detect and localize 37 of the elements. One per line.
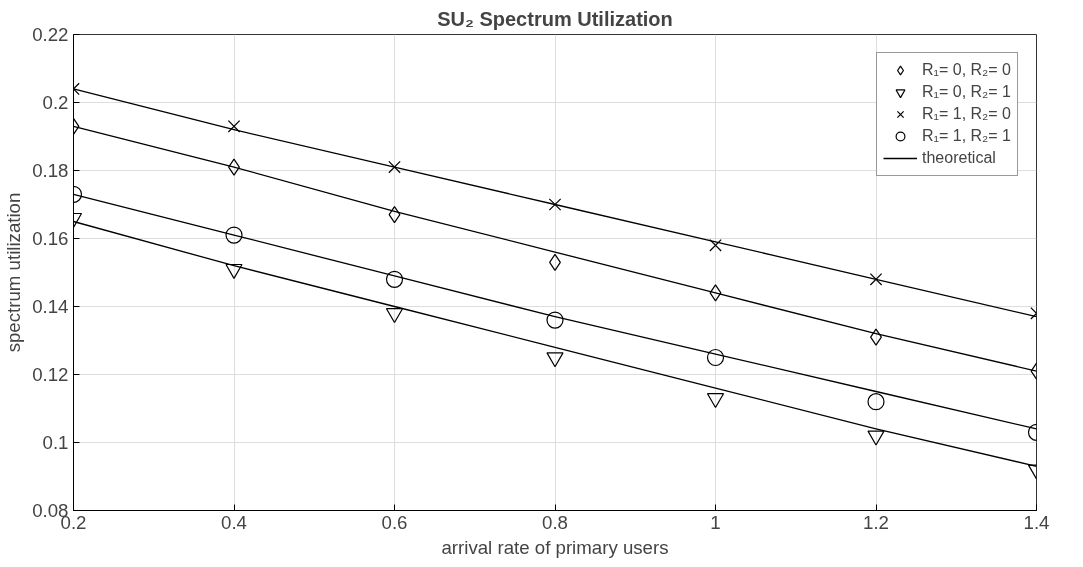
y-tick-label: 0.2 [42, 92, 69, 113]
point [388, 206, 401, 224]
legend-label: theoretical [922, 148, 996, 168]
legend-label: R₁= 0, R₂= 0 [922, 60, 1011, 80]
point [869, 273, 883, 286]
point [388, 160, 401, 174]
y-axis-title: spectrum utilization [3, 192, 25, 353]
y-tick-label: 0.22 [32, 24, 69, 45]
y-tick-label: 0.16 [32, 228, 69, 249]
chart-title: SU₂ Spectrum Utilization [437, 7, 673, 30]
x-tick-label: 1 [710, 511, 721, 533]
point [546, 352, 564, 368]
x-tick-label: 0.8 [542, 511, 568, 533]
x-tick-label: 1.2 [863, 511, 889, 533]
y-tick-label: 0.14 [32, 296, 69, 317]
point [385, 270, 404, 288]
point [548, 198, 562, 211]
x-tick-label: 1.4 [1023, 511, 1050, 533]
legend-label: R₁= 1, R₂= 0 [922, 104, 1011, 124]
legend-label: R₁= 0, R₂= 1 [922, 82, 1011, 102]
point [546, 311, 564, 329]
y-tick-label: 0.12 [32, 364, 69, 385]
x-tick-label: 0.4 [221, 511, 247, 533]
x-tick-label: 0.6 [381, 511, 408, 533]
point [709, 239, 722, 252]
point [225, 226, 243, 244]
y-tick-label: 0.18 [32, 160, 69, 181]
legend-label: R₁= 1, R₂= 1 [922, 126, 1011, 146]
point [709, 284, 722, 302]
x-axis-title: arrival rate of primary users [441, 536, 669, 558]
point [706, 348, 725, 367]
point [706, 393, 725, 409]
y-tick-label: 0.1 [42, 432, 69, 453]
point [867, 430, 885, 446]
point [227, 120, 241, 133]
point [867, 393, 885, 411]
point [225, 263, 243, 279]
